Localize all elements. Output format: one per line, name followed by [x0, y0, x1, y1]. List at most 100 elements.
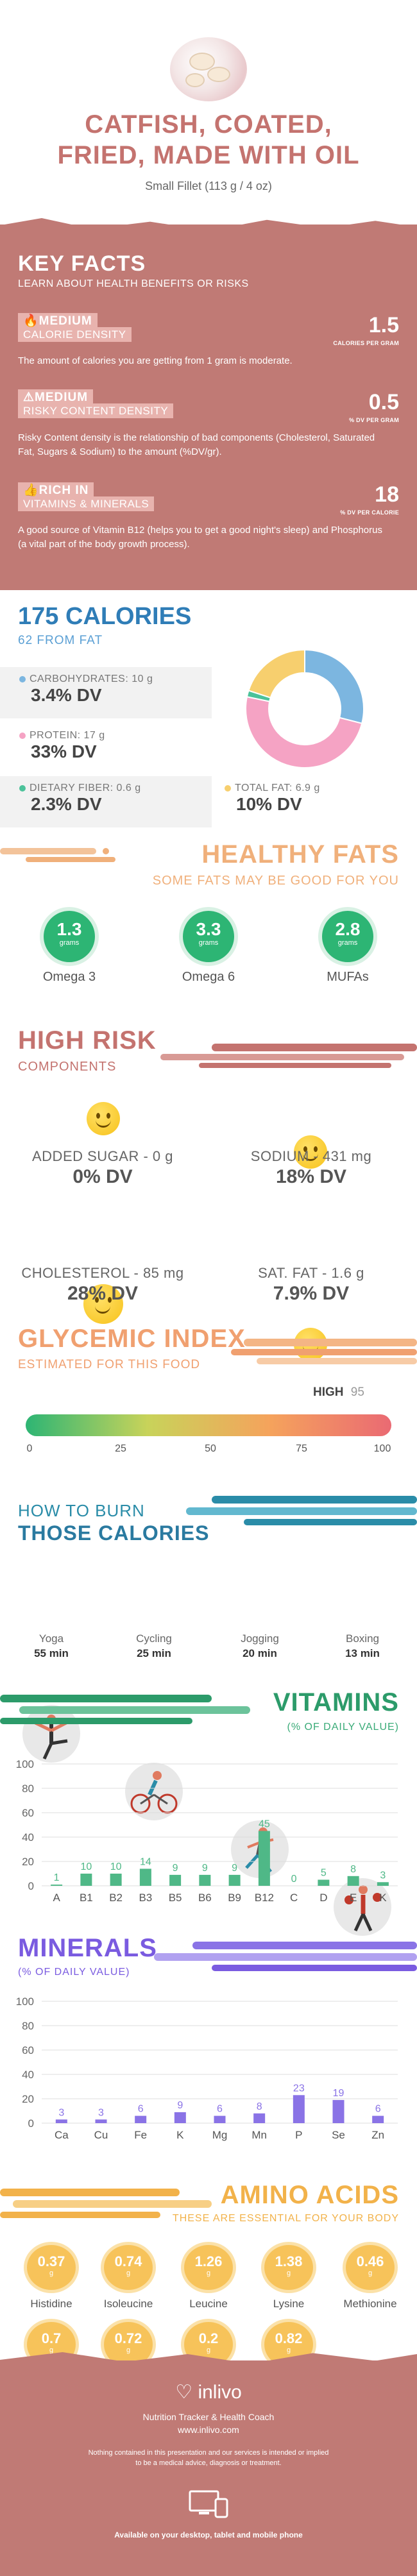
fat-name: MUFAs — [327, 970, 369, 984]
gi-tick: 75 — [296, 1443, 307, 1454]
mineral-bar-Zn — [372, 2115, 384, 2123]
burn-title: HOW TO BURN — [18, 1501, 145, 1520]
vitamins-subtitle: (% OF DAILY VALUE) — [287, 1722, 399, 1733]
vitamin-value-label: 45 — [259, 1819, 270, 1830]
nutrient-fiber: DIETARY FIBER: 0.6 g 2.3% DV — [0, 776, 212, 827]
vitamin-category-label: B1 — [80, 1892, 93, 1904]
fact-label: VITAMINS & MINERALS — [18, 496, 155, 511]
mineral-y-tick: 0 — [28, 2117, 34, 2130]
mineral-value-label: 3 — [58, 2107, 64, 2118]
nutrient-fat: TOTAL FAT: 6.9 g 10% DV — [218, 776, 404, 827]
nutrient-carbs: CARBOHYDRATES: 10 g 3.4% DV — [0, 667, 212, 718]
smiley-icon — [87, 1102, 120, 1135]
vitamin-category-label: B6 — [198, 1892, 212, 1904]
footer — [0, 2360, 417, 2576]
gi-tick: 50 — [205, 1443, 216, 1454]
high-risk-decoration — [160, 1044, 417, 1068]
amino-acid-unit: g — [286, 2269, 291, 2277]
glycemic-title: GLYCEMIC INDEX — [18, 1325, 246, 1353]
smiley-icon — [83, 1284, 123, 1324]
amino-acid-value: 0.2 — [198, 2330, 219, 2346]
fact-level: 👍RICH IN — [18, 482, 94, 498]
mineral-bar-Fe — [135, 2115, 147, 2123]
minerals-decoration — [154, 1942, 417, 1971]
vitamin-value-label: 10 — [80, 1861, 92, 1872]
fact-value: 18 — [375, 482, 399, 507]
risk-dv: 7.9% DV — [273, 1283, 350, 1304]
fact-level: ⚠MEDIUM — [18, 389, 94, 405]
activity-time: 20 min — [243, 1647, 277, 1659]
mineral-bar-Mn — [253, 2113, 266, 2123]
amino-acids-subtitle: THESE ARE ESSENTIAL FOR YOUR BODY — [172, 2213, 399, 2224]
amino-acid-unit: g — [49, 2346, 54, 2354]
vitamin-y-tick: 60 — [22, 1807, 34, 1819]
mineral-value-label: 8 — [257, 2101, 262, 2112]
mineral-value-label: 23 — [293, 2083, 305, 2094]
vitamin-value-label: 8 — [350, 1864, 356, 1875]
burn-decoration — [186, 1496, 417, 1525]
mineral-value-label: 6 — [375, 2104, 381, 2115]
vitamin-value-label: 5 — [321, 1868, 327, 1879]
vitamin-value-label: 9 — [232, 1863, 237, 1874]
amino-acids-title: AMINO ACIDS — [220, 2181, 399, 2209]
donut-slice-protein — [245, 696, 363, 768]
minerals-subtitle: (% OF DAILY VALUE) — [18, 1967, 130, 1978]
gi-tick: 0 — [26, 1443, 33, 1454]
mineral-y-tick: 40 — [22, 2069, 34, 2081]
mineral-bar-Cu — [95, 2119, 107, 2123]
fat-name: Omega 3 — [42, 970, 96, 984]
healthy-fats-subtitle: SOME FATS MAY BE GOOD FOR YOU — [152, 874, 399, 888]
vitamin-category-label: B2 — [109, 1892, 123, 1904]
amino-acid-value: 0.46 — [356, 2253, 384, 2269]
devices-icon — [189, 2490, 228, 2518]
page-title: CATFISH, COATED, FRIED, MADE WITH OIL — [57, 110, 360, 169]
fact-value: 0.5 — [368, 390, 399, 414]
amino-acid-name: Lysine — [273, 2298, 305, 2310]
mineral-category-label: Zn — [371, 2129, 384, 2141]
amino-acid-unit: g — [206, 2346, 211, 2354]
vitamin-value-label: 3 — [380, 1870, 386, 1881]
vitamin-category-label: B12 — [255, 1892, 274, 1904]
glycemic-reading: HIGH 95 — [313, 1385, 364, 1400]
vitamin-value-label: 0 — [291, 1874, 297, 1885]
footer-url[interactable]: www.inlivo.com — [178, 2425, 239, 2435]
high-risk-subtitle: COMPONENTS — [18, 1060, 117, 1074]
vitamin-category-label: A — [53, 1892, 60, 1904]
glycemic-decoration — [231, 1339, 417, 1364]
amino-acid-value: 0.74 — [114, 2253, 142, 2269]
fact-desc: Risky Content density is the relationshi… — [18, 432, 375, 457]
amino-acid-unit: g — [368, 2269, 373, 2277]
amino-acid-badge: 0.74 g — [104, 2245, 153, 2290]
mineral-value-label: 6 — [217, 2104, 223, 2115]
vitamin-value-label: 9 — [173, 1863, 178, 1874]
amino-acid-name: Methionine — [343, 2298, 397, 2310]
vitamin-category-label: B9 — [228, 1892, 241, 1904]
warning-icon: ⚠ — [23, 391, 35, 404]
mineral-category-label: Fe — [134, 2129, 147, 2141]
vitamin-bar-B6 — [199, 1874, 211, 1886]
fat-omega6-badge: 3.3 grams — [183, 911, 234, 962]
amino-acid-value: 0.7 — [41, 2330, 62, 2346]
amino-acid-unit: g — [286, 2346, 291, 2354]
mineral-value-label: 3 — [98, 2107, 104, 2118]
footer-tagline: Nutrition Tracker & Health Coach — [142, 2412, 275, 2422]
amino-acid-unit: g — [126, 2269, 131, 2277]
vitamin-bar-K — [377, 1882, 389, 1886]
risk-label: CHOLESTEROL - 85 mg — [21, 1265, 184, 1281]
mineral-bar-Mg — [214, 2115, 226, 2123]
amino-acid-badge: 1.38 g — [264, 2245, 313, 2290]
fact-desc: A good source of Vitamin B12 (helps you … — [18, 525, 382, 550]
amino-acid-value: 1.26 — [194, 2253, 223, 2269]
footer-disclaimer-2: to be a medical advice, diagnosis or tre… — [135, 2459, 282, 2467]
activity-time: 25 min — [137, 1647, 171, 1659]
vitamin-bar-B1 — [80, 1874, 92, 1886]
calories-title: 175 CALORIES — [18, 603, 192, 630]
vitamin-value-label: 10 — [110, 1861, 122, 1872]
activity-name: Boxing — [346, 1632, 379, 1645]
fact-level: 🔥MEDIUM — [18, 313, 98, 329]
mineral-chart-svg: 100 80 60 40 20 0 3 Ca 3 Cu 6 Fe 9 K 6 Mg 8 Mn 23 P 19 Se 6 Zn — [16, 1996, 398, 2141]
mineral-y-tick: 80 — [22, 2020, 34, 2032]
amino-acid-badge: 0.37 g — [27, 2245, 76, 2290]
vitamin-y-tick: 80 — [22, 1783, 34, 1795]
amino-decoration — [0, 2189, 212, 2218]
